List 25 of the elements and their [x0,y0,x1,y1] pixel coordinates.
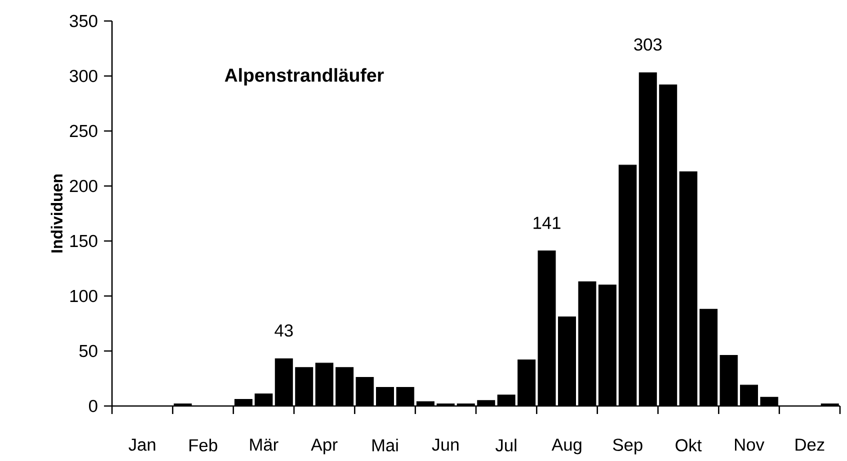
y-tick-label: 350 [70,14,98,28]
data-label: 141 [534,216,560,229]
x-tick-label: Okt [676,438,702,452]
data-label: 303 [634,38,662,51]
y-tick-label: 200 [70,180,98,192]
x-tick-label: Feb [189,438,218,452]
x-tick-label: Jul [496,438,516,452]
y-tick-label: 100 [70,290,98,302]
x-tick-label: Jan [128,438,156,451]
y-tick-label: 50 [79,344,98,358]
y-tick-label: 300 [70,70,98,82]
x-tick-label: Jun [432,438,459,451]
y-tick-label: 150 [70,234,98,248]
x-tick-label: Mai [372,438,398,452]
x-tick-label: Sep [613,438,642,454]
x-tick-label: Dez [796,438,824,451]
data-label: 43 [274,324,293,337]
x-tick-label: Apr [310,438,338,454]
y-tick-label: 0 [88,400,98,412]
x-tick-label: Mär [250,438,278,451]
y-tick-label: 250 [70,124,98,138]
x-tick-label: Aug [552,438,582,454]
y-axis-title: Individuen [50,174,63,252]
x-tick-label: Nov [735,438,764,451]
text: Alpenstrandläufer [224,68,384,86]
